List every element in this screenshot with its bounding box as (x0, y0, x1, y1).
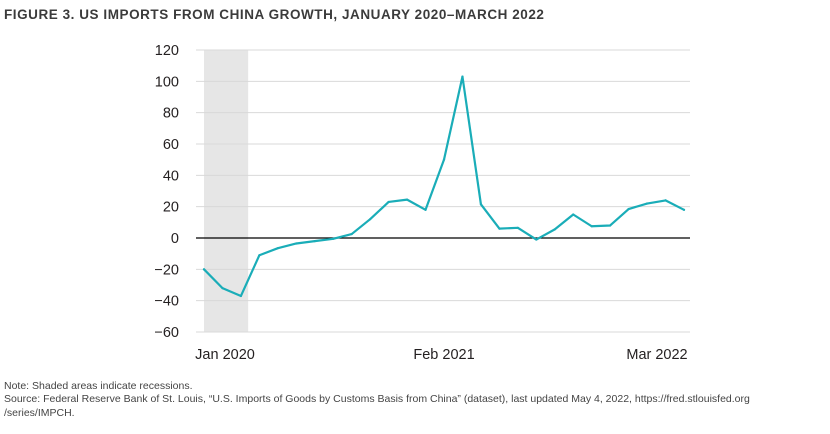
source-text: Source: Federal Reserve Bank of St. Loui… (4, 393, 750, 406)
data-point (461, 75, 464, 78)
y-tick-label: 80 (163, 106, 179, 122)
y-axis-tick-labels: −60 −40 −20 0 20 40 60 80 100 120 (154, 43, 179, 341)
y-tick-label: −60 (154, 325, 179, 341)
data-point (295, 242, 298, 245)
data-point (664, 199, 667, 202)
data-point (202, 268, 206, 271)
x-axis-tick-labels: Jan 2020 Feb 2021 Mar 2022 (195, 347, 687, 363)
data-point (313, 240, 316, 243)
y-tick-label: −20 (154, 262, 179, 278)
data-point (258, 254, 261, 257)
series-imports-growth (202, 75, 686, 298)
data-point (627, 207, 630, 211)
data-point (553, 228, 556, 231)
recession-shading (204, 50, 249, 332)
data-point (590, 225, 593, 228)
data-point (405, 198, 409, 201)
data-point (682, 208, 686, 211)
chart-notes: Note: Shaded areas indicate recessions. … (4, 380, 828, 420)
note-text: Note: Shaded areas indicate recessions. (4, 380, 193, 392)
y-tick-label: 40 (163, 168, 179, 184)
data-point (387, 200, 390, 204)
data-point (424, 208, 427, 211)
data-point (535, 238, 538, 241)
data-point (369, 218, 372, 221)
data-point (239, 294, 243, 298)
x-tick-label: Feb 2021 (413, 347, 474, 363)
x-tick-label: Mar 2022 (626, 347, 687, 363)
y-tick-label: 0 (171, 231, 179, 247)
x-tick-label: Jan 2020 (195, 347, 255, 363)
data-point (350, 232, 353, 236)
y-gridlines (196, 49, 690, 333)
data-point (276, 247, 279, 250)
recession-shade (204, 50, 249, 332)
data-point (442, 158, 446, 161)
data-point (221, 287, 224, 290)
data-point (332, 237, 335, 240)
data-point (498, 227, 501, 230)
y-tick-label: 20 (163, 200, 179, 216)
y-tick-label: 60 (163, 137, 179, 153)
series-line (202, 75, 686, 298)
y-tick-label: 100 (155, 74, 179, 90)
data-point (645, 202, 649, 205)
y-tick-label: −40 (154, 294, 179, 310)
y-tick-label: 120 (155, 43, 179, 59)
line-chart: −60 −40 −20 0 20 40 60 80 100 120 Jan 2020 Feb 202… (154, 43, 690, 363)
data-point (516, 226, 519, 229)
source-text-continued: /series/IMPCH. (4, 406, 75, 419)
data-point (479, 203, 483, 206)
data-point (609, 224, 612, 227)
chart-title: FIGURE 3. US IMPORTS FROM CHINA GROWTH, … (4, 7, 545, 22)
data-point (572, 213, 575, 216)
